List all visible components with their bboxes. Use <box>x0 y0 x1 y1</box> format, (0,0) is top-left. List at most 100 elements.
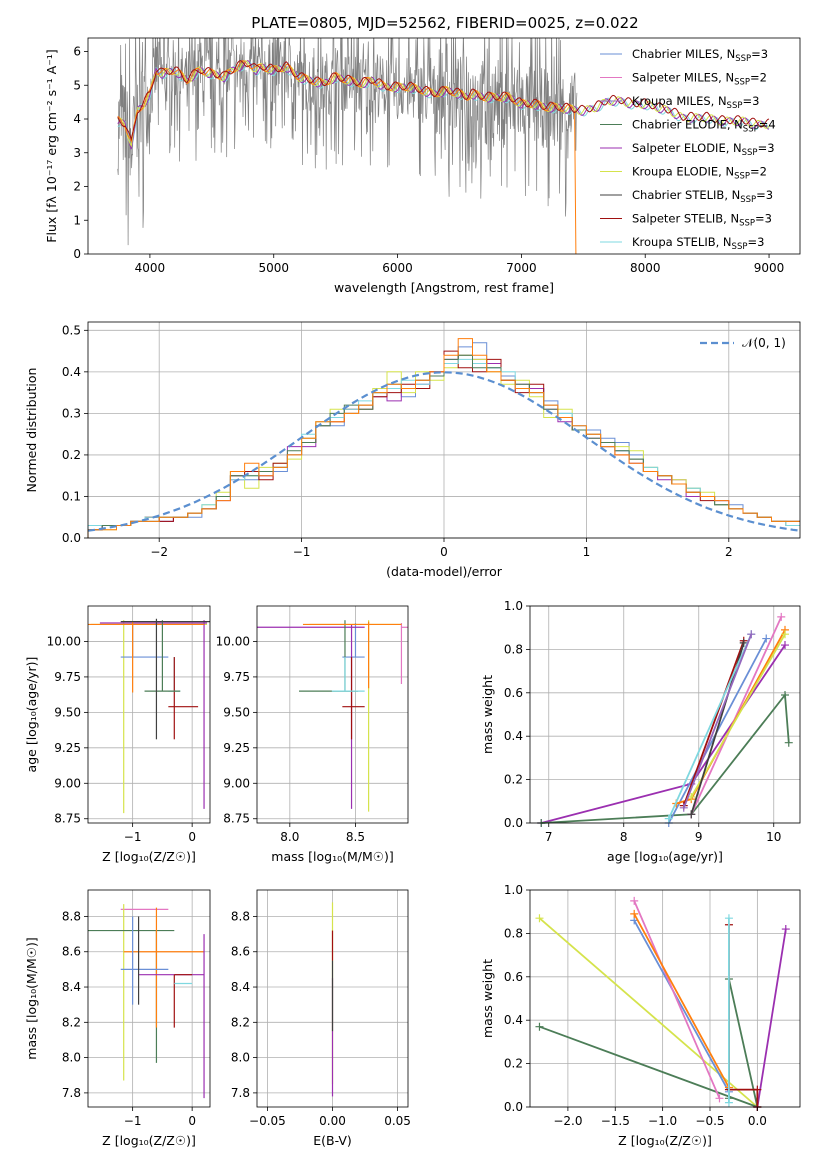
weight-series-line <box>690 633 786 798</box>
y-tick-label: 0.1 <box>62 489 81 503</box>
weight-marker <box>781 925 790 934</box>
y-tick-label: 8.0 <box>231 1051 250 1065</box>
weight-series-line <box>728 924 759 1107</box>
x-tick-label: 0.0 <box>748 1114 767 1128</box>
weight-series-line <box>667 633 753 820</box>
weight-series-line <box>538 917 758 1108</box>
y-axis-label: age [log₁₀(age/yr)] <box>24 657 39 773</box>
weight-marker <box>724 1098 733 1107</box>
x-tick-label: 0 <box>188 830 196 844</box>
y-tick-label: 8.8 <box>231 909 250 923</box>
x-tick-label: −1 <box>293 545 311 559</box>
y-tick-label: 9.25 <box>54 741 81 755</box>
y-tick-label: 10.00 <box>216 634 250 648</box>
legend-value: =2 <box>750 71 767 85</box>
x-axis-label: mass [log₁₀(M/M☉)] <box>271 849 393 864</box>
axes-frame <box>529 605 801 824</box>
model-spectrum-line <box>117 60 577 254</box>
weight-series-line <box>633 913 730 1088</box>
weight_vs_age-panel: 7 8 9 10 0.0 0.2 0.4 0.6 0.8 1.0 age [log₁₀(age/yr… <box>480 599 801 864</box>
y-axis-label: mass weight <box>480 675 495 754</box>
model-spectrum-line <box>117 60 770 148</box>
axes-frame <box>87 889 211 1108</box>
weight-marker <box>535 914 544 923</box>
x-tick-label: 1 <box>583 545 591 559</box>
normal-curve <box>87 371 801 532</box>
y-tick-label: 0.0 <box>504 816 523 830</box>
plot-area <box>257 620 408 812</box>
x-tick-label: 7000 <box>506 261 537 275</box>
legend-label: Chabrier ELODIE, NSSP=4 <box>632 118 776 135</box>
x-tick-label: 8000 <box>630 261 661 275</box>
weight-marker <box>630 909 639 918</box>
weight-marker <box>715 1094 724 1103</box>
weight-marker <box>777 612 786 621</box>
x-tick-label: 4000 <box>135 261 166 275</box>
y-tick-label: 0.4 <box>504 1013 523 1027</box>
mass_vs_ebv-panel: −0.05 0.00 0.05 7.8 8.0 8.2 8.4 8.6 8.8 E(B-V) <box>231 889 411 1148</box>
legend-label: Salpeter MILES, NSSP=2 <box>632 71 767 88</box>
y-tick-label: 1 <box>73 213 81 227</box>
y-tick-label: 0.0 <box>62 531 81 545</box>
weight-marker <box>784 738 793 747</box>
y-tick-label: 8.75 <box>54 812 81 826</box>
residuals-panel: −2 −1 0 1 2 0.0 0.1 0.2 0.3 0.4 0.5 (data-model)/er… <box>24 321 801 579</box>
y-tick-label: 3 <box>73 146 81 160</box>
x-tick-label: 7 <box>545 830 553 844</box>
legend-subscript: SSP <box>735 54 751 64</box>
y-tick-label: 0.6 <box>504 686 523 700</box>
x-tick-label: −0.05 <box>249 1114 286 1128</box>
y-tick-label: 7.8 <box>62 1086 81 1100</box>
y-tick-label: 1.0 <box>504 883 523 897</box>
y-tick-label: 0.2 <box>504 773 523 787</box>
y-tick-label: 8.2 <box>62 1015 81 1029</box>
x-axis-label: age [log₁₀(age/yr)] <box>607 849 723 864</box>
y-tick-label: 0.4 <box>62 365 81 379</box>
legend-subscript: SSP <box>742 148 758 158</box>
x-tick-label: 2 <box>725 545 733 559</box>
y-tick-label: 0.4 <box>504 729 523 743</box>
x-tick-label: 10 <box>766 830 781 844</box>
legend-label: Chabrier MILES, NSSP=3 <box>632 47 768 64</box>
y-tick-label: 7.8 <box>231 1086 250 1100</box>
histogram-series <box>87 354 800 538</box>
weight-series-line <box>682 640 745 806</box>
weight-series-line <box>682 633 753 809</box>
weight-series-line <box>756 928 787 1108</box>
x-tick-label: 8.5 <box>346 830 365 844</box>
y-tick-label: 9.00 <box>54 776 81 790</box>
y-tick-label: 0.3 <box>62 406 81 420</box>
axes-frame <box>529 889 801 1108</box>
y-tick-label: 9.50 <box>54 705 81 719</box>
plot-area <box>88 904 205 1099</box>
y-tick-label: 8.8 <box>62 909 81 923</box>
y-axis-label: Flux [fλ 10⁻¹⁷ erg cm⁻² s⁻¹ A⁻¹] <box>44 49 59 242</box>
model-spectrum-line <box>117 60 770 142</box>
weight-series-line <box>633 919 730 1093</box>
spectrum-plot-area <box>117 38 770 254</box>
x-axis-label: E(B-V) <box>313 1133 352 1148</box>
y-axis-label: mass [log₁₀(M/M☉)] <box>24 937 39 1059</box>
weight-marker <box>747 630 756 639</box>
x-tick-label: 0 <box>188 1114 196 1128</box>
weight-marker <box>724 914 733 923</box>
y-tick-label: 10.00 <box>47 634 81 648</box>
x-tick-label: 5000 <box>258 261 289 275</box>
legend-value: =3 <box>747 235 764 249</box>
legend-subscript: SSP <box>727 101 743 111</box>
weight-series-line <box>728 978 759 1108</box>
legend-value: =2 <box>750 165 767 179</box>
weight-series-line <box>539 1025 758 1108</box>
y-tick-label: 0.0 <box>504 1100 523 1114</box>
x-tick-label: 0.05 <box>384 1114 411 1128</box>
axes-frame <box>87 37 801 255</box>
legend-label: Kroupa ELODIE, NSSP=2 <box>632 165 767 182</box>
plot-area <box>88 618 210 814</box>
weight-marker <box>781 690 789 699</box>
legend-value: =3 <box>742 94 759 108</box>
legend-value: =3 <box>758 141 775 155</box>
mass_vs_Z-panel: −1 0 7.8 8.0 8.2 8.4 8.6 8.8 Z [log₁₀(Z/Z☉)] mass… <box>24 889 211 1148</box>
weight-marker <box>630 896 639 905</box>
y-axis-label: mass weight <box>480 959 495 1038</box>
